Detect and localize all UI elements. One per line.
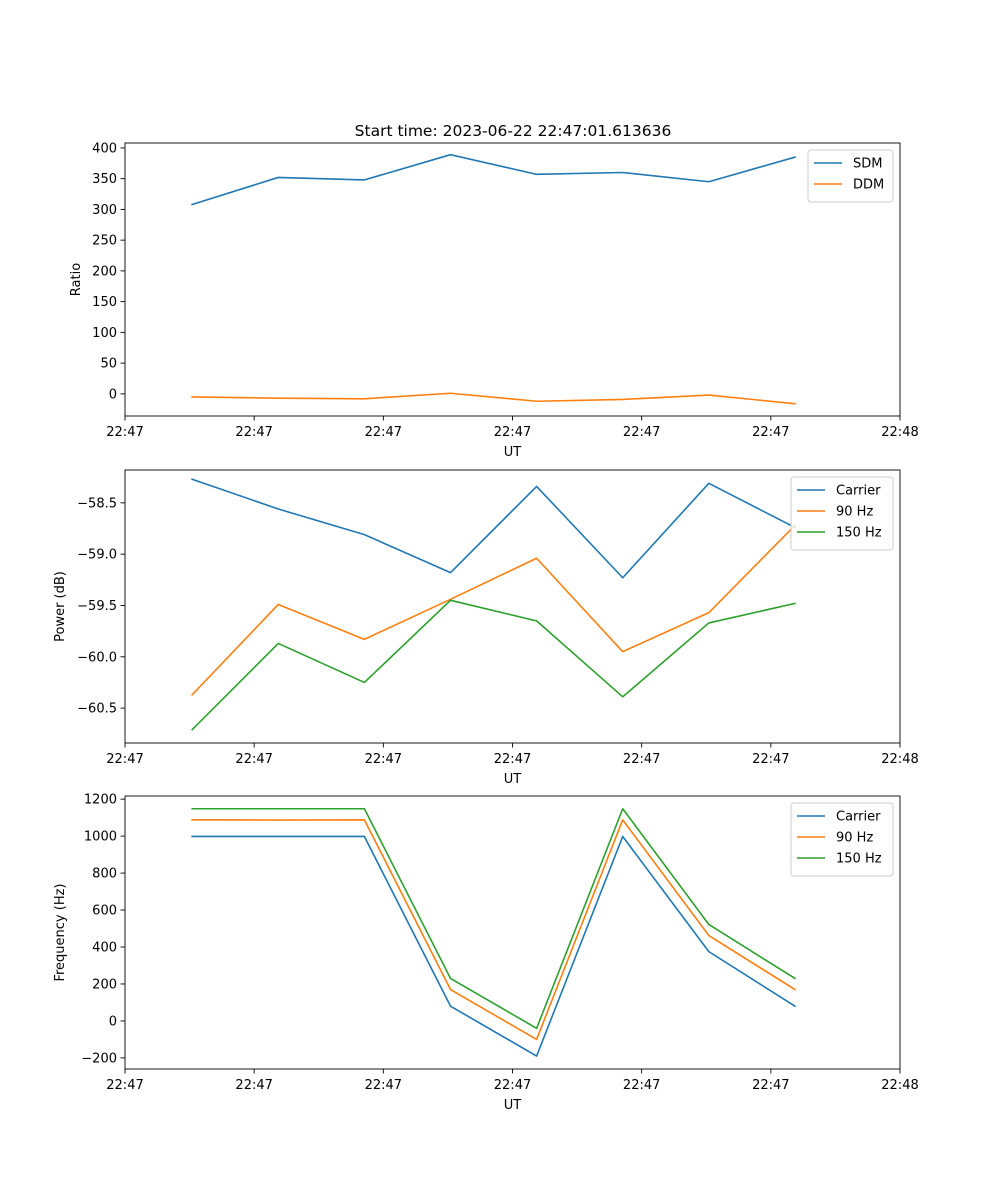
x-tick-label: 22:47: [235, 752, 272, 767]
x-tick-label: 22:47: [752, 1078, 789, 1093]
series-line-2: [191, 819, 797, 1041]
x-tick-label: 22:47: [494, 425, 531, 440]
x-tick-label: 22:47: [494, 752, 531, 767]
x-tick-label: 22:47: [365, 425, 402, 440]
plot-frame: [124, 142, 901, 417]
y-tick-label: 400: [92, 941, 117, 956]
y-tick-label: 100: [92, 326, 117, 341]
x-axis-label: UT: [504, 445, 522, 460]
legend: Carrier 90 Hz 150 Hz: [790, 476, 894, 551]
series-line-3: [191, 807, 797, 1030]
series-line-1: [191, 835, 797, 1057]
x-tick-label: 22:47: [235, 1078, 272, 1093]
y-tick-label: −60.5: [77, 702, 117, 717]
y-tick-label: 350: [92, 172, 117, 187]
x-tick-label: 22:47: [106, 1078, 143, 1093]
y-tick-label: −60.0: [77, 650, 117, 665]
y-tick-label: 200: [92, 264, 117, 279]
x-tick-label: 22:47: [494, 1078, 531, 1093]
subplot-2: 22:47 22:47 22:47 22:47 22:47 22:47 22:48 −60.5…: [53, 469, 919, 787]
y-tick-label: 0: [109, 387, 117, 402]
x-tick-label: 22:47: [623, 1078, 660, 1093]
series-line-3: [191, 599, 796, 731]
y-tick-label: 1000: [84, 830, 117, 845]
y-tick-label: 200: [92, 977, 117, 992]
figure-title: Start time: 2023-06-22 22:47:01.613636: [355, 122, 672, 140]
subplot-1: 22:47 22:47 22:47 22:47 22:47 22:47 22:48 0 50 10…: [69, 141, 919, 460]
legend-label: 150 Hz: [836, 526, 882, 541]
y-axis-label: Frequency (Hz): [53, 883, 68, 981]
y-tick-label: 300: [92, 203, 117, 218]
y-tick-label: 600: [92, 904, 117, 919]
series-line-2: [191, 524, 797, 696]
legend: SDM DDM: [807, 149, 894, 203]
legend-label: DDM: [853, 178, 884, 193]
legend-label: Carrier: [836, 810, 881, 825]
x-tick-label: 22:48: [881, 425, 918, 440]
x-tick-label: 22:48: [881, 752, 918, 767]
y-tick-label: 150: [92, 295, 117, 310]
legend-label: Carrier: [836, 484, 881, 499]
x-axis-label: UT: [504, 1098, 522, 1113]
y-tick-label: 50: [100, 357, 117, 372]
x-tick-label: 22:47: [752, 425, 789, 440]
x-tick-label: 22:47: [106, 752, 143, 767]
legend-label: 90 Hz: [836, 831, 873, 846]
x-tick-label: 22:47: [106, 425, 143, 440]
series-line-2: [191, 392, 796, 405]
x-tick-label: 22:47: [623, 752, 660, 767]
legend-label: 150 Hz: [836, 852, 882, 867]
y-tick-label: 800: [92, 867, 117, 882]
y-tick-label: 400: [92, 141, 117, 156]
series-line-1: [191, 153, 796, 206]
subplot-3: 22:47 22:47 22:47 22:47 22:47 22:47 22:48 −200 0…: [53, 793, 919, 1113]
y-axis-label: Power (dB): [53, 571, 68, 642]
y-tick-label: −59.0: [77, 548, 117, 563]
x-tick-label: 22:47: [365, 752, 402, 767]
y-tick-label: −59.5: [77, 599, 117, 614]
y-tick-label: 0: [109, 1014, 117, 1029]
y-tick-label: −58.5: [77, 496, 117, 511]
x-tick-label: 22:47: [752, 752, 789, 767]
x-tick-label: 22:47: [235, 425, 272, 440]
series-line-1: [191, 478, 797, 579]
legend-label: SDM: [853, 157, 882, 172]
y-axis-label: Ratio: [69, 263, 84, 296]
legend: Carrier 90 Hz 150 Hz: [790, 802, 894, 877]
legend-label: 90 Hz: [836, 505, 873, 520]
x-axis-label: UT: [504, 772, 522, 787]
y-tick-label: −200: [81, 1051, 117, 1066]
x-tick-label: 22:47: [365, 1078, 402, 1093]
x-tick-label: 22:47: [623, 425, 660, 440]
y-tick-label: 1200: [84, 793, 117, 808]
y-tick-label: 250: [92, 234, 117, 249]
x-tick-label: 22:48: [881, 1078, 918, 1093]
